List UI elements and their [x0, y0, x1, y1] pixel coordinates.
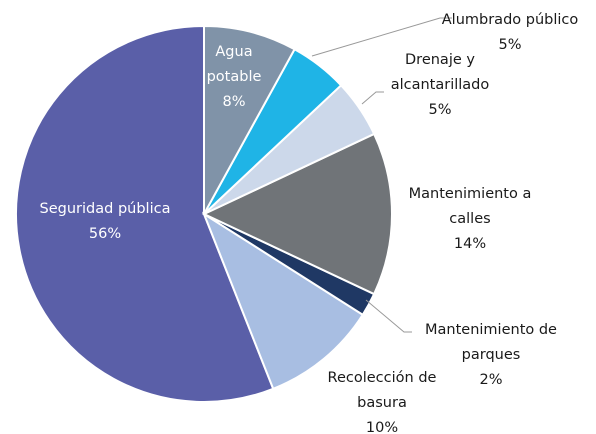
- category-label: Drenaje y alcantarillado: [390, 52, 490, 93]
- value-label: 56%: [88, 226, 122, 242]
- category-label: Agua potable: [206, 44, 262, 85]
- value-label: 2%: [479, 372, 503, 388]
- pie-slice: [201, 132, 393, 296]
- slice-label: Agua potable 8%: [199, 40, 269, 115]
- slice-label: Alumbrado público 5%: [430, 8, 590, 58]
- category-label: Alumbrado público: [441, 12, 579, 28]
- value-label: 5%: [428, 102, 452, 118]
- slice-label: Recolección de basura 10%: [312, 366, 452, 434]
- slice-label: Mantenimiento de parques 2%: [402, 318, 580, 393]
- value-label: 10%: [365, 420, 399, 434]
- pie-slice: [203, 24, 296, 215]
- category-label: Mantenimiento a calles: [408, 186, 532, 227]
- leader-line: [361, 91, 384, 105]
- category-label: Recolección de basura: [327, 370, 437, 411]
- leader-line: [365, 299, 412, 333]
- slice-label: Mantenimiento a calles 14%: [390, 182, 550, 257]
- pie-slice: [201, 211, 365, 391]
- leader-lines: [311, 17, 452, 333]
- value-label: 8%: [222, 94, 246, 110]
- leader-line: [311, 17, 452, 57]
- slice-label: Seguridad pública 56%: [25, 197, 185, 247]
- category-label: Seguridad pública: [39, 201, 171, 217]
- category-label: Mantenimiento de parques: [425, 322, 557, 363]
- slice-label: Drenaje y alcantarillado 5%: [380, 48, 500, 123]
- value-label: 5%: [498, 37, 522, 53]
- value-label: 14%: [453, 236, 487, 252]
- pie-slice: [15, 24, 275, 403]
